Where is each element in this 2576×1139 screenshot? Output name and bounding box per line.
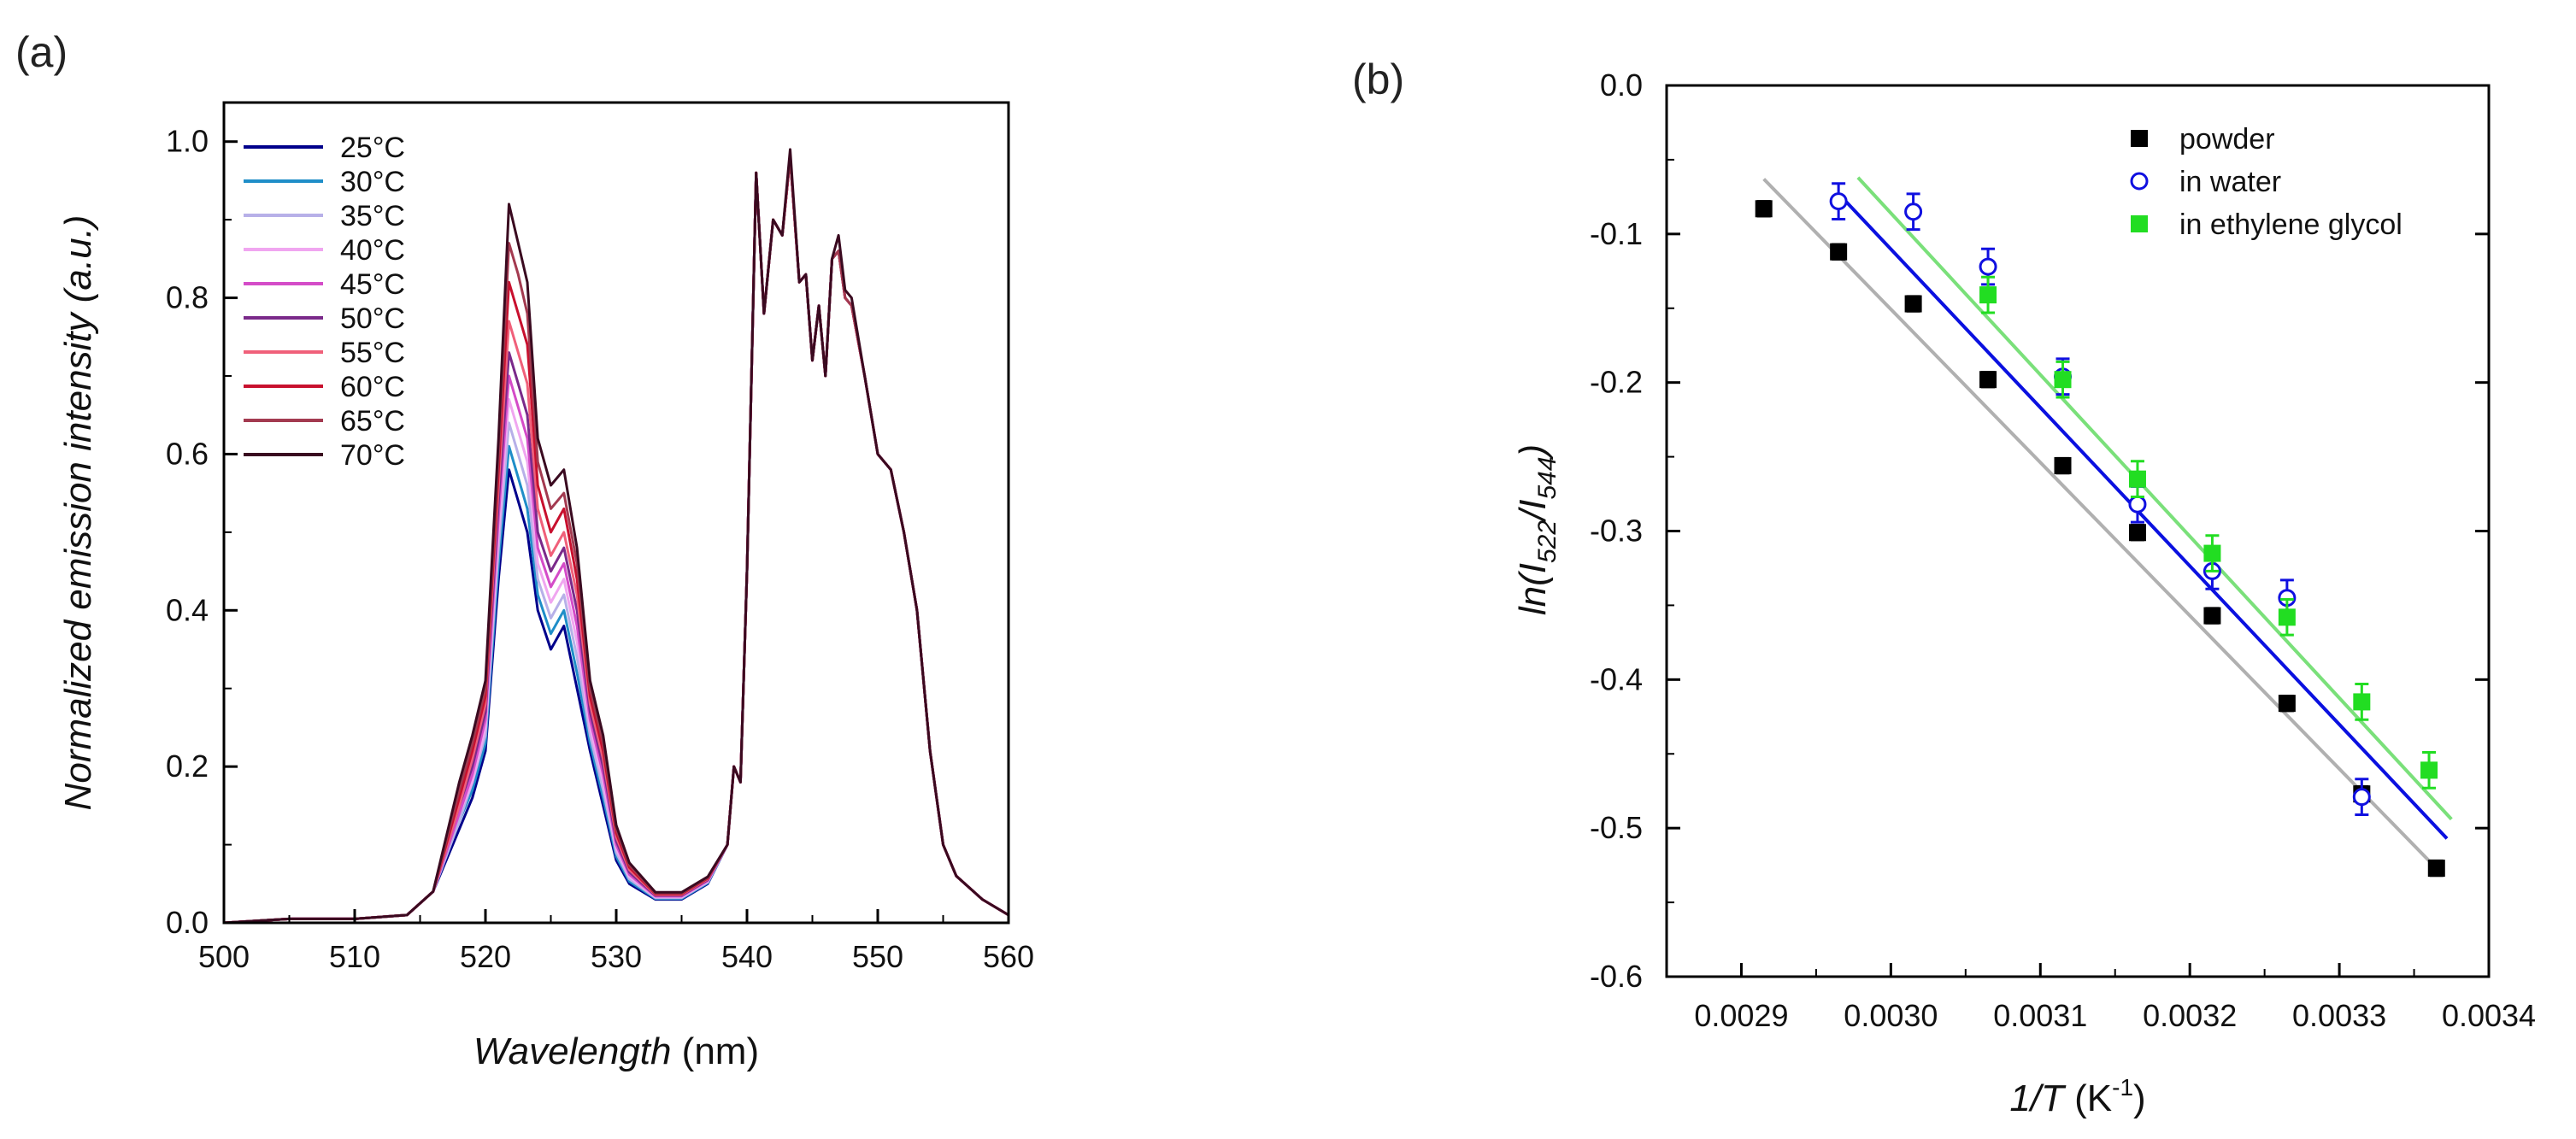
y-tick-label: 0.0 <box>166 905 209 940</box>
panel-b-label: (b) <box>1352 56 1404 103</box>
panel-b-xlabel-main: 1/T <box>2009 1077 2067 1119</box>
panel-a-y-axis-title: Normalized emission intensity (a.u.) <box>57 215 99 811</box>
legend-label: 35°C <box>340 200 405 232</box>
x-tick-label: 550 <box>852 939 903 974</box>
y-tick-label: -0.1 <box>1590 216 1643 251</box>
data-point <box>1904 295 1922 313</box>
panel-b-arrhenius: (b) 0.0029 0.0030 0.0031 0.0032 0.0033 0.0034… <box>1352 56 2536 1119</box>
data-point <box>2128 470 2146 488</box>
y-tick-label: 0.0 <box>1600 68 1643 103</box>
panel-a-x-axis-title: Wavelength (nm) <box>473 1030 759 1072</box>
x-tick-label: 0.0033 <box>2292 998 2386 1033</box>
y-tick-label: -0.5 <box>1590 810 1643 845</box>
x-tick-label: 0.0029 <box>1694 998 1788 1033</box>
legend-label: 60°C <box>340 371 405 403</box>
data-point <box>2128 495 2147 514</box>
panel-a-xlabel-unit: (nm) <box>671 1030 759 1072</box>
panel-b-ylabel-sub2: 544 <box>1533 456 1561 499</box>
legend-label: 65°C <box>340 405 405 437</box>
panel-b-xlabel-sup: -1 <box>2112 1074 2133 1101</box>
panel-b-x-axis-title: 1/T (K-1) <box>2009 1074 2145 1119</box>
panel-a-legend: 25°C30°C35°C40°C45°C50°C55°C60°C65°C70°C <box>244 132 405 472</box>
data-point <box>2203 544 2221 562</box>
panel-a-xlabel-main: Wavelength <box>473 1030 672 1072</box>
y-tick-label: 0.2 <box>166 749 209 784</box>
x-tick-label: 540 <box>721 939 773 974</box>
x-tick-label: 530 <box>591 939 642 974</box>
data-point <box>1830 243 1848 261</box>
panel-a-label: (a) <box>15 28 68 76</box>
data-point <box>1755 200 1773 218</box>
data-point <box>1979 286 1997 304</box>
panel-b-ylabel-mid: /I <box>1512 500 1554 523</box>
data-point <box>2278 695 2296 713</box>
legend-label: 30°C <box>340 166 405 198</box>
y-tick-label: 0.8 <box>166 280 209 315</box>
panel-b-ylabel-close: ) <box>1512 444 1554 461</box>
panel-a-y-ticks: 0.0 0.2 0.4 0.6 0.8 1.0 <box>166 124 238 940</box>
legend-label: 40°C <box>340 234 405 267</box>
legend-label: in water <box>2179 166 2281 198</box>
legend-label: in ethylene glycol <box>2179 208 2403 241</box>
legend-label: 70°C <box>340 439 405 472</box>
data-point <box>2427 860 2445 878</box>
data-point <box>2203 607 2221 625</box>
data-point <box>2352 788 2371 807</box>
x-tick-label: 560 <box>983 939 1034 974</box>
fit-line-3 <box>1856 176 2453 821</box>
data-point <box>2128 524 2146 542</box>
x-tick-label: 0.0034 <box>2442 998 2536 1033</box>
panel-b-y-axis-title: ln(I522/I544) <box>1512 444 1561 615</box>
y-tick-label: 0.6 <box>166 436 209 471</box>
x-tick-label: 0.0031 <box>1993 998 2087 1033</box>
x-tick-label: 500 <box>198 939 250 974</box>
y-tick-label: -0.6 <box>1590 959 1643 994</box>
data-point <box>1979 257 1997 276</box>
data-point <box>2054 457 2072 475</box>
fit-line-2 <box>1840 196 2449 840</box>
legend-marker <box>2131 130 2148 147</box>
data-point <box>2054 371 2072 389</box>
data-point <box>1904 203 1923 221</box>
panel-b-y-ticks: 0.0 -0.1 -0.2 -0.3 -0.4 -0.5 -0.6 <box>1590 68 2489 994</box>
data-point <box>2353 693 2371 711</box>
x-tick-label: 520 <box>460 939 511 974</box>
panel-a-plot-area <box>223 148 1009 925</box>
data-point <box>1829 192 1848 211</box>
legend-marker <box>2130 172 2149 191</box>
y-tick-label: -0.3 <box>1590 514 1643 549</box>
data-point <box>1979 371 1997 389</box>
y-tick-label: -0.2 <box>1590 365 1643 400</box>
y-tick-label: 1.0 <box>166 124 209 159</box>
fit-line-1 <box>1762 178 2431 862</box>
panel-a-x-ticks: 500 510 520 530 540 550 560 <box>198 909 1034 974</box>
x-tick-label: 0.0030 <box>1844 998 1938 1033</box>
panel-b-ylabel-sub1: 522 <box>1533 520 1561 563</box>
y-tick-label: 0.4 <box>166 592 209 627</box>
panel-b-plot-area <box>1755 176 2453 878</box>
data-point <box>2420 761 2438 779</box>
panel-b-legend: powder in water in ethylene glycol <box>2130 123 2403 241</box>
legend-label: 50°C <box>340 302 405 335</box>
series-line-10 <box>223 148 1009 925</box>
x-tick-label: 0.0032 <box>2143 998 2237 1033</box>
panel-a-spectra: (a) 500 510 520 530 540 550 560 0.00.20.40.60.… <box>15 28 1034 1072</box>
legend-label: powder <box>2179 123 2275 156</box>
legend-marker <box>2131 215 2148 232</box>
y-tick-label: -0.4 <box>1590 661 1643 696</box>
legend-label: 45°C <box>340 268 405 301</box>
x-tick-label: 510 <box>329 939 380 974</box>
panel-b-x-ticks: 0.0029 0.0030 0.0031 0.0032 0.0033 0.0034 <box>1694 963 2536 1033</box>
panel-b-ylabel-main: ln(I <box>1512 563 1554 615</box>
panel-b-xlabel-unit: (K <box>2064 1077 2112 1119</box>
legend-label: 25°C <box>340 132 405 164</box>
legend-label: 55°C <box>340 337 405 369</box>
panel-b-xlabel-close: ) <box>2133 1077 2146 1119</box>
data-point <box>2278 608 2296 626</box>
